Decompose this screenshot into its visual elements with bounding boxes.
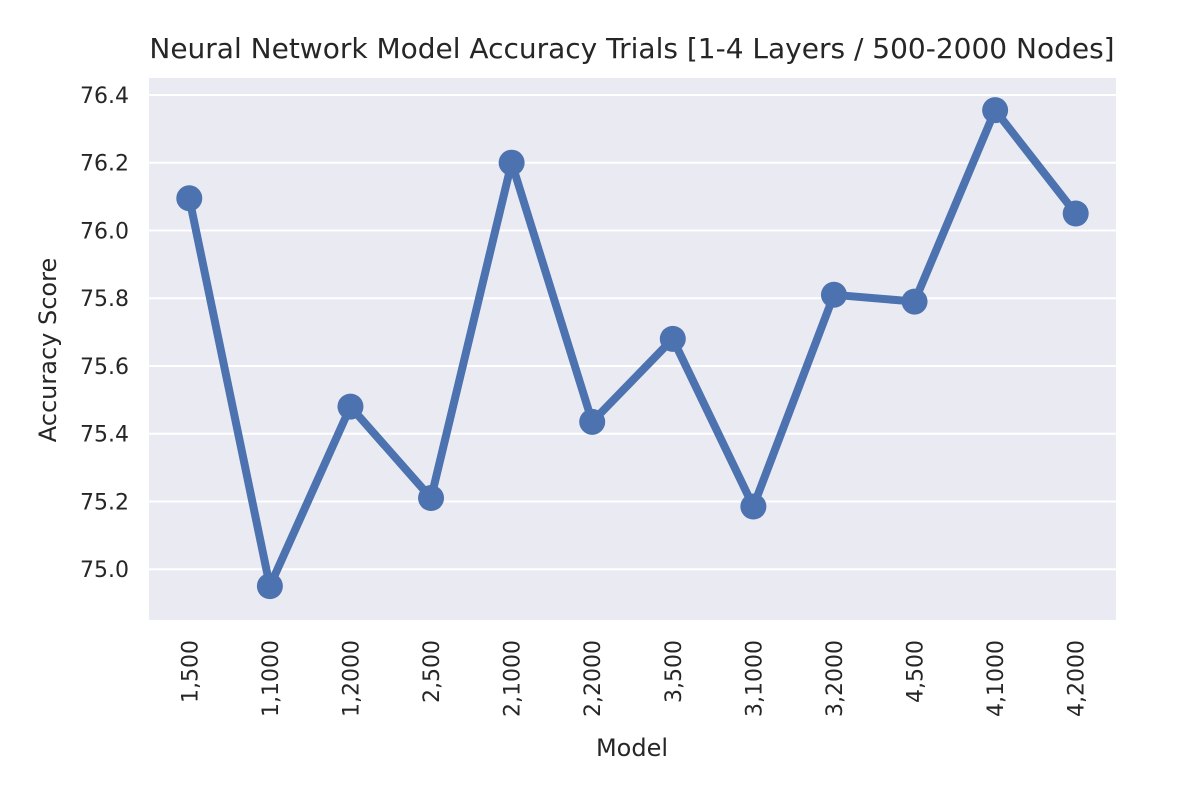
y-tick-label: 75.2 bbox=[80, 490, 129, 515]
y-axis-label: Accuracy Score bbox=[34, 258, 62, 442]
x-tick-label: 1,500 bbox=[178, 640, 203, 703]
y-tick-label: 75.4 bbox=[80, 423, 129, 448]
x-tick-label: 4,2000 bbox=[1065, 640, 1090, 717]
x-tick-label: 3,2000 bbox=[823, 640, 848, 717]
data-point bbox=[901, 288, 928, 315]
x-tick-label: 4,1000 bbox=[984, 640, 1009, 717]
series-accuracy bbox=[176, 97, 1089, 600]
x-tick-label: 4,500 bbox=[904, 640, 929, 703]
x-tick-label: 1,2000 bbox=[339, 640, 364, 717]
y-tick-label: 76.2 bbox=[80, 152, 129, 177]
x-tick-label: 3,500 bbox=[662, 640, 687, 703]
x-tick-label: 3,1000 bbox=[742, 640, 767, 717]
data-point bbox=[256, 573, 283, 600]
y-tick-label: 75.6 bbox=[80, 355, 129, 380]
y-tick-label: 76.0 bbox=[80, 219, 129, 244]
data-point bbox=[740, 493, 767, 520]
data-point bbox=[418, 485, 445, 512]
x-tick-label: 2,2000 bbox=[581, 640, 606, 717]
x-tick-label: 2,500 bbox=[420, 640, 445, 703]
data-point bbox=[659, 325, 686, 352]
x-tick-labels: 1,500 1,1000 1,2000 2,500 2,1000 2,2000 3,500 3… bbox=[178, 640, 1089, 717]
data-point bbox=[820, 281, 847, 308]
y-tick-label: 75.8 bbox=[80, 287, 129, 312]
data-point bbox=[1062, 200, 1089, 227]
data-point bbox=[176, 185, 203, 212]
data-point bbox=[498, 149, 525, 176]
x-tick-label: 2,1000 bbox=[501, 640, 526, 717]
data-point bbox=[579, 408, 606, 435]
data-point bbox=[337, 393, 364, 420]
series-line bbox=[185, 106, 1080, 591]
chart-title: Neural Network Model Accuracy Trials [1-… bbox=[149, 32, 1114, 65]
x-axis-label: Model bbox=[596, 734, 668, 762]
y-tick-labels: 75.0 75.2 75.4 75.6 75.8 76.0 76.2 76.4 bbox=[80, 84, 129, 583]
y-tick-label: 75.0 bbox=[80, 558, 129, 583]
y-tick-label: 76.4 bbox=[80, 84, 129, 109]
x-tick-label: 1,1000 bbox=[259, 640, 284, 717]
plot-background bbox=[149, 78, 1116, 620]
data-point bbox=[982, 97, 1009, 124]
